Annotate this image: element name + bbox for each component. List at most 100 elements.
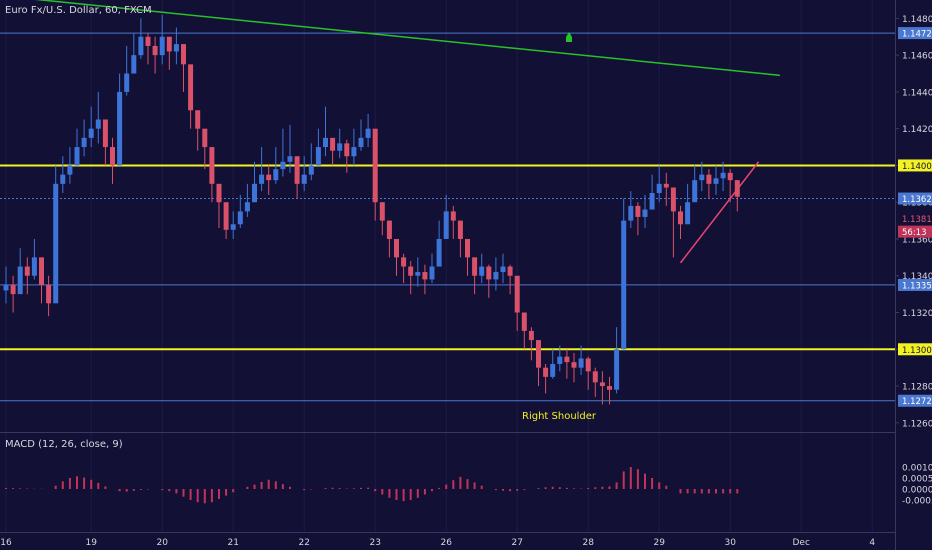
candle-body-42	[301, 174, 307, 184]
candle-body-17	[124, 73, 130, 92]
candle-body-1	[10, 284, 16, 295]
time-tick-2: 20	[156, 538, 168, 548]
candle-body-47	[337, 143, 343, 151]
candle-body-103	[734, 180, 740, 197]
candle-body-36	[259, 174, 265, 184]
candle-body-61	[436, 238, 442, 267]
time-tick-6: 26	[440, 538, 452, 548]
candle-body-67	[479, 266, 485, 276]
candle-body-71	[507, 266, 513, 276]
candle-body-101	[720, 172, 726, 179]
candle-body-91	[649, 193, 655, 210]
candle-body-32	[230, 224, 236, 230]
candle-body-80	[571, 362, 577, 368]
candle-body-87	[621, 220, 627, 350]
horizontal-levels	[0, 32, 895, 402]
candle-body-23	[166, 36, 172, 52]
time-tick-8: 28	[582, 538, 594, 548]
candle-body-39	[280, 161, 286, 170]
arrow-up-icon	[566, 32, 572, 37]
candle-body-10	[74, 147, 80, 166]
candle-body-85	[607, 386, 612, 390]
candle-body-46	[330, 137, 336, 151]
candle-body-14	[102, 119, 108, 148]
badge-bottom-level: 1.12720	[902, 397, 932, 407]
time-tick-7: 27	[511, 538, 522, 548]
candle-body-34	[244, 202, 250, 212]
badge-lower-level-bg	[898, 278, 932, 291]
candle-body-86	[614, 349, 620, 390]
candle-body-37	[266, 174, 272, 181]
trendline-pink[interactable]	[679, 161, 760, 264]
time-axis[interactable]: 16 19 20 21 22 23 26 27 28 29 30 Dec 4	[0, 538, 875, 548]
price-tick-2: 1.14400	[902, 88, 932, 98]
candle-body-43	[308, 165, 314, 175]
candle-body-72	[514, 275, 520, 313]
badge-countdown: 56:13	[902, 228, 927, 238]
candle-body-58	[415, 272, 421, 276]
candle-body-41	[294, 156, 300, 184]
candle-body-6	[46, 284, 52, 304]
candle-body-81	[578, 358, 584, 368]
candle-body-69	[493, 272, 499, 280]
candle-body-65	[465, 238, 470, 258]
candle-body-8	[60, 174, 66, 184]
right-shoulder-label: Right Shoulder	[522, 411, 597, 422]
candle-body-76	[543, 367, 549, 377]
candle-body-24	[173, 44, 179, 52]
badge-bottom-level-bg	[898, 394, 932, 407]
candle-body-94	[670, 187, 676, 212]
candle-body-98	[699, 174, 705, 181]
candle-body-89	[635, 205, 641, 217]
trendline-green[interactable]	[6, 0, 780, 77]
candle-body-27	[195, 110, 201, 129]
candle-body-38	[273, 169, 279, 181]
badge-resistance: 1.14000	[902, 162, 932, 172]
badge-current-price-bg	[898, 212, 932, 225]
time-tick-5: 23	[369, 538, 380, 548]
time-tick-4: 22	[298, 538, 309, 548]
candle-body-78	[557, 356, 563, 364]
candle-body-60	[429, 266, 435, 280]
candle-body-96	[685, 202, 691, 225]
time-tick-1: 19	[85, 538, 97, 548]
candle-body-19	[138, 36, 144, 56]
candle-body-66	[472, 257, 478, 276]
candle-body-20	[145, 36, 151, 46]
badge-resistance-bg	[898, 159, 932, 172]
candle-body-73	[521, 312, 527, 331]
badge-support: 1.13000	[902, 346, 932, 356]
candles	[3, 14, 740, 405]
time-tick-9: 29	[653, 538, 665, 548]
candle-body-55	[394, 238, 399, 258]
candle-body-70	[500, 266, 506, 273]
candle-body-33	[237, 211, 243, 225]
candle-body-0	[3, 284, 9, 291]
price-tick-6: 1.13600	[902, 235, 932, 245]
candle-body-22	[159, 36, 165, 56]
badge-current-price: 1.13811	[902, 215, 932, 225]
time-tick-10: 30	[724, 538, 736, 548]
candle-body-11	[81, 137, 87, 148]
candle-body-54	[386, 220, 392, 239]
macd-tick-1: 0.0005	[902, 475, 932, 485]
candle-body-30	[216, 183, 222, 203]
vertical-grid	[5, 0, 873, 532]
candle-body-68	[486, 266, 492, 280]
candle-body-97	[692, 180, 698, 203]
price-tick-7: 1.13400	[902, 272, 932, 282]
candle-body-88	[628, 205, 634, 221]
candle-body-59	[422, 272, 428, 280]
candle-body-44	[315, 147, 321, 166]
candle-body-29	[209, 147, 215, 184]
price-tick-8: 1.13200	[902, 309, 932, 319]
candle-body-13	[95, 119, 101, 129]
candle-body-28	[202, 128, 208, 148]
candle-body-49	[351, 147, 357, 157]
candle-body-75	[536, 340, 541, 368]
candle-body-84	[599, 382, 605, 387]
badge-support-bg	[898, 343, 932, 356]
candle-body-56	[401, 257, 407, 267]
